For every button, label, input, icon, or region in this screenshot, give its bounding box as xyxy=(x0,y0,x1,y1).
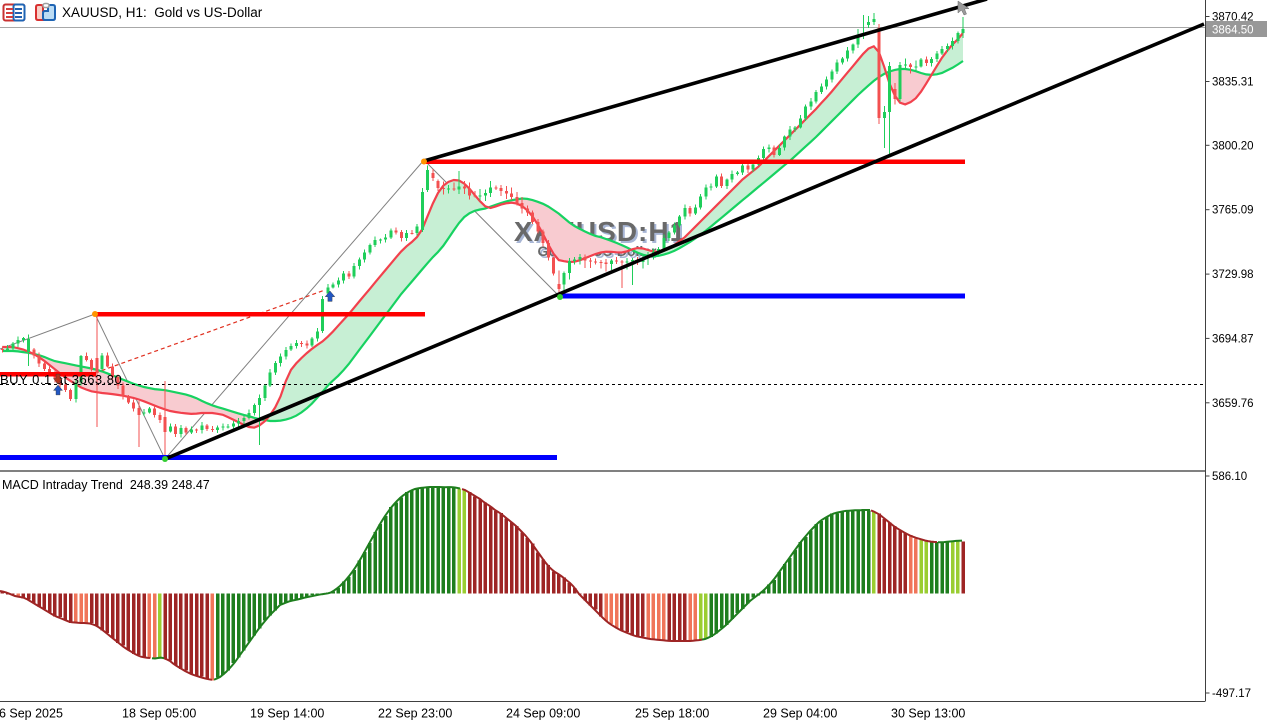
svg-text:3835.31: 3835.31 xyxy=(1212,77,1254,89)
svg-text:-497.17: -497.17 xyxy=(1212,688,1251,700)
svg-text:19 Sep 14:00: 19 Sep 14:00 xyxy=(250,707,324,721)
svg-text:586.10: 586.10 xyxy=(1212,471,1247,483)
svg-text:3765.09: 3765.09 xyxy=(1212,205,1254,217)
svg-text:3800.20: 3800.20 xyxy=(1212,140,1254,152)
svg-text:18 Sep 05:00: 18 Sep 05:00 xyxy=(122,707,196,721)
svg-text:3864.50: 3864.50 xyxy=(1212,25,1254,37)
svg-text:24 Sep 09:00: 24 Sep 09:00 xyxy=(506,707,580,721)
svg-text:25 Sep 18:00: 25 Sep 18:00 xyxy=(635,707,709,721)
svg-text:16 Sep 2025: 16 Sep 2025 xyxy=(0,707,63,721)
svg-text:3694.87: 3694.87 xyxy=(1212,333,1254,345)
svg-text:3729.98: 3729.98 xyxy=(1212,269,1254,281)
svg-text:3659.76: 3659.76 xyxy=(1212,398,1254,410)
svg-text:3870.42: 3870.42 xyxy=(1212,12,1254,24)
svg-text:MACD Intraday Trend 248.39 24: MACD Intraday Trend 248.39 248.47 xyxy=(2,478,210,492)
svg-text:XAUUSD, H1: Gold vs US-Dollar: XAUUSD, H1: Gold vs US-Dollar xyxy=(62,5,263,20)
svg-text:22 Sep 23:00: 22 Sep 23:00 xyxy=(378,707,452,721)
svg-text:30 Sep 13:00: 30 Sep 13:00 xyxy=(891,707,965,721)
svg-text:29 Sep 04:00: 29 Sep 04:00 xyxy=(763,707,837,721)
